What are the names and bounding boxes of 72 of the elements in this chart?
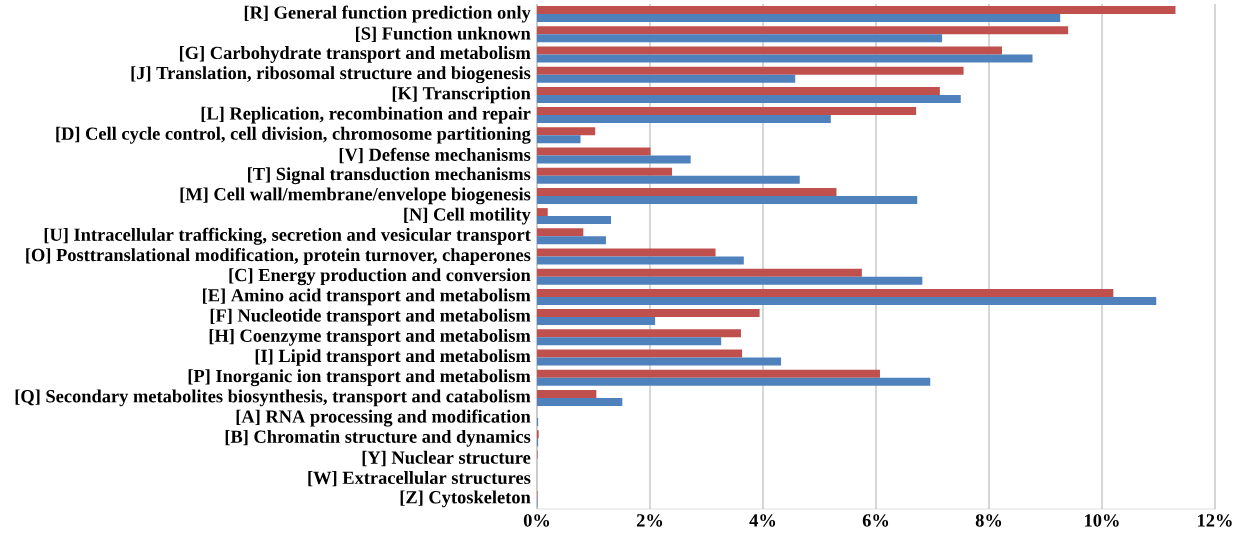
y-tick-label: [D] Cell cycle control, cell division, chromosome partitioning [56, 126, 531, 144]
y-tick-label: [T] Signal transduction mechanisms [248, 167, 531, 185]
y-tick-label: [L] Replication, recombination and repair [201, 106, 531, 124]
x-tick-label: 0% [523, 514, 550, 527]
y-tick-label: [O] Posttranslational modification, protein turnover, chaperones [26, 248, 531, 265]
bar [537, 216, 612, 225]
y-tick-label: [R] General function prediction only [244, 5, 531, 23]
y-tick-label: [U] Intracellular trafficking, secretion and vesicular transport [44, 227, 531, 245]
x-tick-label: 10% [1085, 514, 1119, 527]
x-tick-label: 8% [975, 514, 1002, 527]
bar [537, 256, 744, 265]
y-tick-label: [W] Extracellular structures [308, 471, 531, 487]
x-tick-label: 4% [749, 514, 776, 527]
bar [537, 167, 673, 176]
bar [537, 195, 918, 204]
bar [537, 228, 584, 237]
bar [537, 236, 606, 245]
bar [537, 66, 964, 75]
y-tick-label: [C] Energy production and conversion [229, 268, 531, 286]
bar [537, 127, 596, 136]
y-tick-label: [P] Inorganic ion transport and metabolism [188, 369, 531, 387]
bar [537, 349, 743, 358]
y-tick-label: [A] RNA processing and modification [236, 409, 531, 427]
bar [537, 175, 800, 184]
y-tick-label: [J] Translation, ribosomal structure and biogenesis [131, 66, 531, 84]
bar [537, 46, 1002, 55]
bar [537, 296, 1157, 305]
bar [537, 54, 1033, 63]
bar [537, 14, 1061, 23]
bar [537, 309, 760, 318]
bar [537, 317, 656, 326]
y-tick-label: [Z] Cytoskeleton [400, 490, 531, 508]
bar [537, 208, 548, 217]
y-tick-label: [K] Transcription [392, 86, 531, 104]
y-tick-label: [B] Chromatin structure and dynamics [225, 429, 531, 447]
y-tick-label: [E] Amino acid transport and metabolism [202, 288, 531, 306]
bar [537, 329, 741, 338]
bar [537, 135, 581, 144]
bar [537, 337, 722, 346]
bar [537, 6, 1176, 15]
bar [537, 389, 597, 398]
x-tick-label: 12% [1198, 514, 1232, 527]
y-tick-label: [S] Function unknown [356, 26, 531, 42]
bar [537, 288, 1114, 297]
bar [537, 26, 1069, 35]
y-tick-label: [N] Cell motility [404, 207, 531, 225]
bar [537, 248, 716, 257]
y-tick-label: [Y] Nuclear structure [362, 450, 531, 467]
y-tick-label: [I] Lipid transport and metabolism [255, 349, 531, 366]
bar [537, 276, 923, 285]
y-tick-label: [H] Coenzyme transport and metabolism [209, 328, 531, 346]
bar [537, 187, 837, 196]
bar [537, 147, 651, 156]
bar [537, 94, 961, 103]
bar [537, 74, 796, 83]
bar [537, 107, 917, 116]
bar [537, 357, 782, 366]
y-tick-label: [V] Defense mechanisms [339, 147, 531, 164]
bar [537, 397, 623, 406]
bar [537, 377, 931, 386]
bar [537, 34, 943, 43]
bar [537, 86, 940, 95]
y-tick-label: [F] Nucleotide transport and metabolism [210, 308, 531, 326]
y-tick-label: [G] Carbohydrate transport and metabolism [179, 46, 531, 63]
bar [537, 369, 880, 378]
y-tick-label: [Q] Secondary metabolites biosynthesis, transport and catabolism [15, 389, 531, 407]
y-tick-label: [M] Cell wall/membrane/envelope biogenesis [180, 187, 531, 205]
bar [537, 155, 691, 164]
x-tick-label: 6% [862, 514, 889, 527]
x-tick-label: 2% [636, 514, 663, 527]
bar [537, 115, 831, 124]
bar [537, 268, 862, 277]
